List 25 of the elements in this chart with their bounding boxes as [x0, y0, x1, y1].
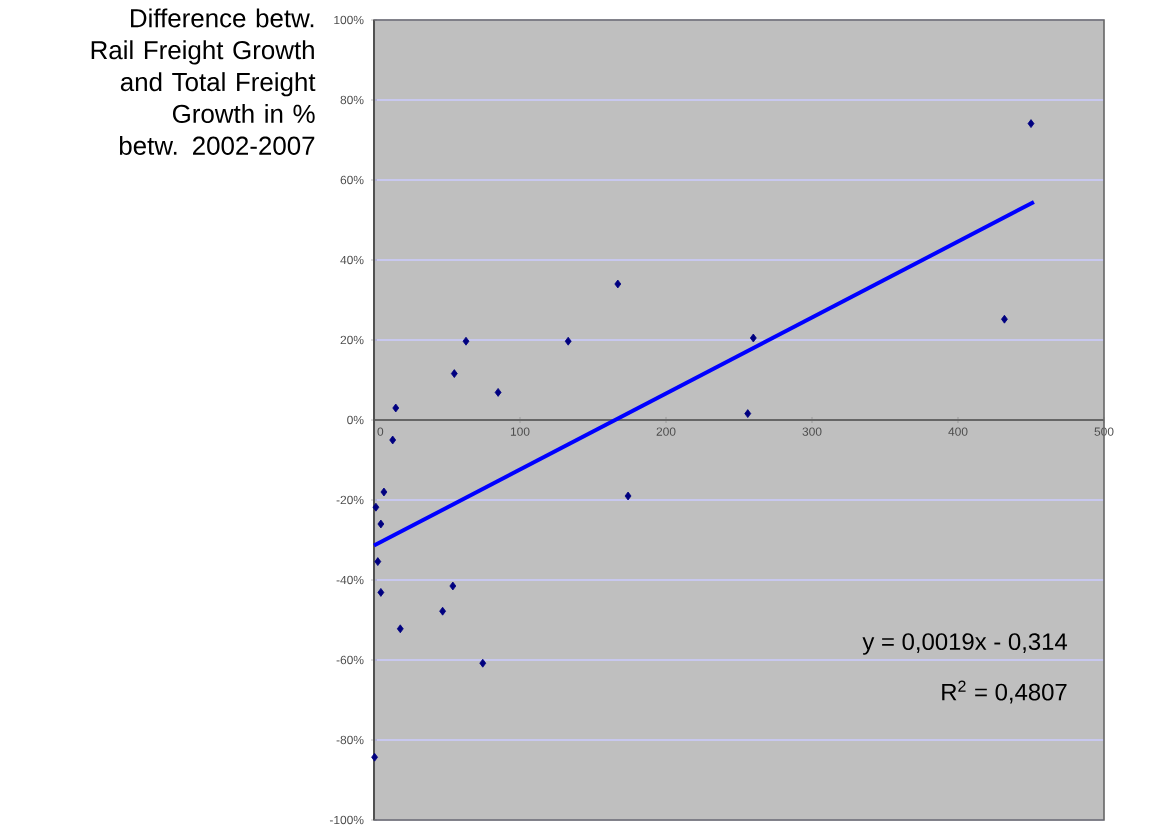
point [479, 658, 487, 668]
point [396, 624, 404, 634]
point [614, 279, 622, 289]
point [1027, 119, 1035, 128]
point [372, 502, 380, 512]
point [439, 606, 447, 616]
annotation: R$^{2}$ = 0,4807 [942, 680, 1067, 704]
point [374, 557, 382, 566]
point [449, 581, 457, 591]
point [744, 409, 752, 418]
point [564, 336, 572, 346]
point [494, 388, 502, 397]
point [377, 588, 385, 597]
point [389, 435, 397, 445]
point [380, 487, 388, 497]
point [371, 752, 378, 762]
point [450, 369, 458, 378]
point [624, 491, 632, 501]
point [392, 403, 400, 413]
point [749, 333, 757, 343]
y-axis-title: Difference betw. Rail Freight Growth and Total Freight Growth in % betw. 2002-2007 [91, 8, 316, 155]
annotation: y = 0,0019x - 0,314 [862, 633, 1068, 655]
point [462, 336, 470, 346]
point [1001, 314, 1008, 324]
point [377, 519, 385, 529]
